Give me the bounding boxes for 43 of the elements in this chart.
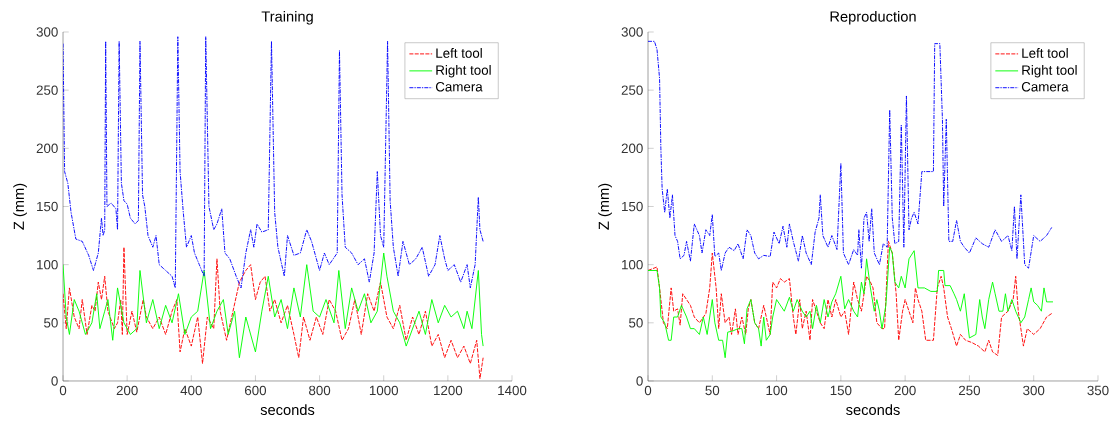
x-axis-title: seconds [260, 404, 315, 416]
y-tick-label: 100 [622, 259, 643, 270]
y-tick-label: 150 [622, 201, 643, 212]
line-series [63, 246, 484, 380]
y-tick-label: 200 [36, 143, 58, 154]
y-tick-label: 100 [37, 259, 58, 270]
y-tick-label: 300 [621, 27, 643, 37]
x-tick-label: 0 [59, 385, 67, 396]
legend-label: Camera [435, 82, 483, 92]
x-tick-label: 250 [958, 385, 981, 396]
y-tick-label: 150 [37, 201, 58, 212]
x-tick-label: 1000 [369, 385, 399, 396]
y-tick-label: 200 [621, 143, 643, 154]
y-tick-label: 50 [44, 318, 58, 328]
x-tick-label: 350 [1087, 385, 1109, 396]
legend-label: Right tool [436, 65, 491, 78]
x-tick-label: 200 [894, 385, 916, 396]
legend-label: Left tool [1022, 48, 1068, 58]
x-tick-label: 400 [180, 385, 202, 396]
legend-label: Right tool [1022, 65, 1077, 78]
x-tick-label: 800 [309, 385, 331, 396]
y-tick-label: 0 [636, 376, 643, 386]
chart-title: Training [261, 10, 313, 25]
x-tick-label: 200 [116, 385, 138, 396]
x-axis-title: seconds [846, 404, 900, 416]
x-tick-label: 300 [1023, 385, 1045, 396]
x-tick-label: 1200 [434, 385, 463, 396]
y-tick-label: 250 [621, 85, 643, 95]
y-tick-label: 0 [51, 376, 58, 386]
y-tick-label: 300 [36, 27, 58, 37]
x-tick-label: 600 [244, 385, 267, 396]
y-axis-title: Z (mm) [13, 183, 27, 230]
y-tick-label: 50 [629, 318, 643, 328]
x-tick-label: 0 [644, 385, 652, 396]
y-axis-title: Z (mm) [598, 183, 612, 230]
legend-label: Left tool [436, 48, 482, 58]
chart-title: Reproduction [830, 10, 916, 25]
x-tick-label: 50 [705, 385, 720, 396]
x-tick-label: 1400 [498, 385, 527, 396]
legend-label: Camera [1021, 82, 1069, 92]
x-tick-label: 150 [830, 385, 852, 396]
y-tick-label: 250 [36, 85, 58, 95]
x-tick-label: 100 [766, 385, 788, 396]
